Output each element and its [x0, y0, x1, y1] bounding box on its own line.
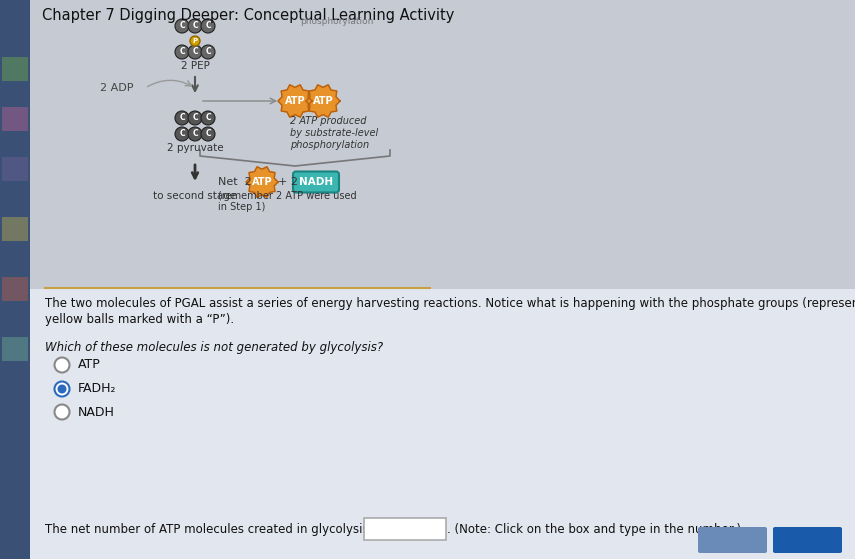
FancyBboxPatch shape [364, 518, 446, 540]
Circle shape [57, 385, 67, 394]
Bar [2, 57, 28, 81]
Circle shape [55, 358, 69, 372]
Bar [2, 277, 28, 301]
Circle shape [188, 111, 202, 125]
Text: Chapter 7 Digging Deeper: Conceptual Learning Activity: Chapter 7 Digging Deeper: Conceptual Lea… [42, 8, 454, 23]
Text: P: P [192, 38, 198, 44]
Text: FADH₂: FADH₂ [78, 382, 116, 396]
Text: C: C [180, 130, 185, 139]
Text: C: C [192, 21, 198, 31]
Text: C: C [180, 48, 185, 56]
Text: C: C [205, 21, 211, 31]
Text: ATP: ATP [78, 358, 101, 372]
Text: phosphorylation: phosphorylation [290, 140, 369, 150]
Text: 2 ATP produced: 2 ATP produced [290, 116, 367, 126]
Text: Net  2: Net 2 [218, 177, 251, 187]
Text: 2 pyruvate: 2 pyruvate [167, 143, 223, 153]
Text: Which of these molecules is not generated by glycolysis?: Which of these molecules is not generate… [45, 341, 383, 354]
Text: ATP: ATP [251, 177, 272, 187]
Bar [2, 217, 28, 241]
Bar [2, 107, 28, 131]
Bar [0, 0, 30, 559]
Circle shape [188, 45, 202, 59]
Text: C: C [192, 130, 198, 139]
Text: C: C [192, 113, 198, 122]
Text: ATP: ATP [285, 96, 305, 106]
Circle shape [190, 36, 200, 46]
Circle shape [175, 127, 189, 141]
Circle shape [188, 127, 202, 141]
FancyBboxPatch shape [773, 527, 842, 553]
Circle shape [201, 127, 215, 141]
Bar [2, 337, 28, 361]
Circle shape [201, 19, 215, 33]
Circle shape [55, 405, 69, 419]
Text: NADH: NADH [299, 177, 333, 187]
Text: by substrate-level: by substrate-level [290, 128, 378, 138]
Text: yellow balls marked with a “P”).: yellow balls marked with a “P”). [45, 313, 234, 326]
Polygon shape [306, 85, 340, 117]
Polygon shape [278, 85, 312, 117]
Circle shape [175, 111, 189, 125]
Bar [30, 0, 855, 289]
Text: ATP: ATP [313, 96, 333, 106]
Text: C: C [192, 48, 198, 56]
Text: 2 ADP: 2 ADP [100, 83, 133, 93]
Circle shape [201, 45, 215, 59]
Text: + 2: + 2 [278, 177, 298, 187]
Text: C: C [180, 113, 185, 122]
FancyBboxPatch shape [698, 527, 767, 553]
Text: to second stage: to second stage [153, 191, 237, 201]
Text: C: C [205, 48, 211, 56]
Text: . (Note: Click on the box and type in the number.): . (Note: Click on the box and type in th… [447, 523, 741, 536]
Text: (remember 2 ATP were used: (remember 2 ATP were used [218, 191, 357, 201]
Circle shape [175, 45, 189, 59]
Text: C: C [180, 21, 185, 31]
Text: phosphorylation: phosphorylation [300, 17, 374, 26]
Text: The net number of ATP molecules created in glycolysis is: The net number of ATP molecules created … [45, 523, 382, 536]
Bar [30, 289, 855, 559]
Circle shape [55, 381, 69, 396]
FancyBboxPatch shape [293, 172, 339, 192]
Circle shape [175, 19, 189, 33]
Text: C: C [205, 130, 211, 139]
Text: in Step 1): in Step 1) [218, 202, 265, 212]
Polygon shape [246, 167, 278, 197]
Text: C: C [205, 113, 211, 122]
Text: NADH: NADH [78, 405, 115, 419]
Text: 2 PEP: 2 PEP [180, 61, 209, 71]
Circle shape [188, 19, 202, 33]
Circle shape [201, 111, 215, 125]
Text: The two molecules of PGAL assist a series of energy harvesting reactions. Notice: The two molecules of PGAL assist a serie… [45, 297, 855, 310]
Bar [2, 157, 28, 181]
